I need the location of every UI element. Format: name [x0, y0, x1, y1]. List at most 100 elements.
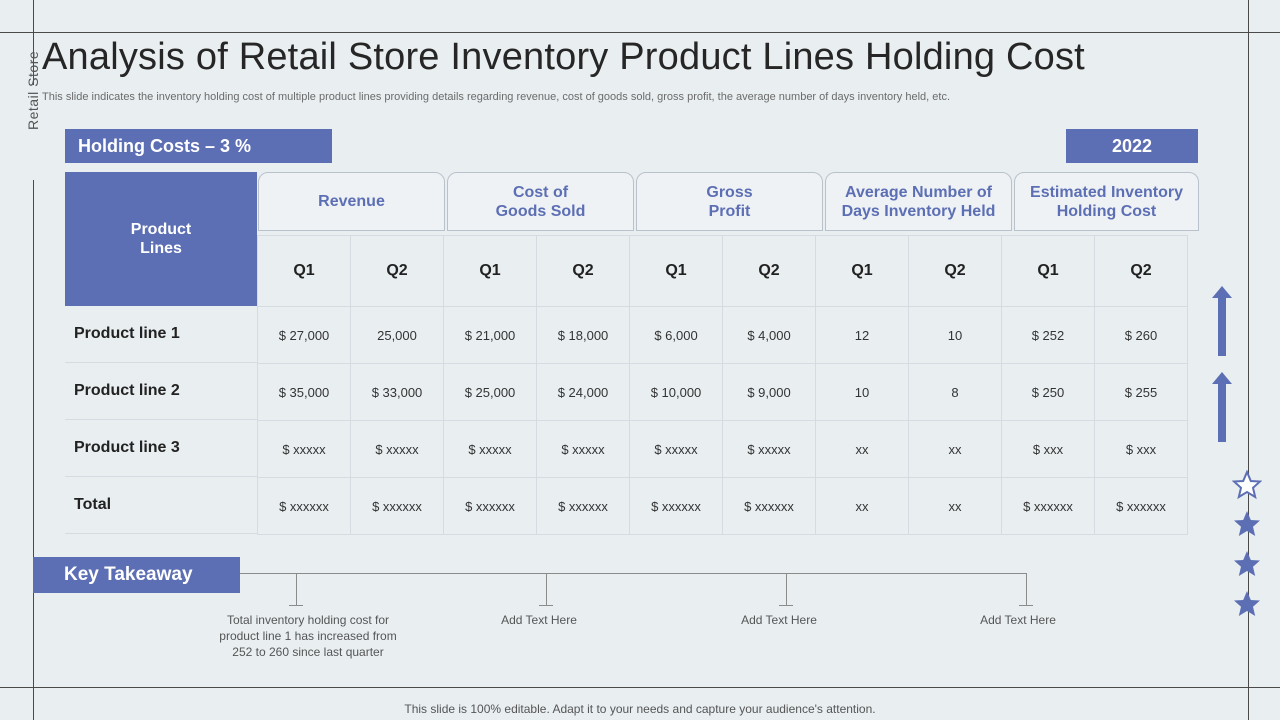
- row-label-total: Total: [65, 477, 257, 534]
- table-cell: $ 24,000: [536, 363, 630, 421]
- table-cell: $ xxxxxx: [257, 477, 351, 535]
- key-takeaway-banner: Key Takeaway: [33, 557, 240, 593]
- takeaway-tick: [786, 573, 787, 605]
- table-cell: 10: [908, 306, 1002, 364]
- year-banner: 2022: [1066, 129, 1198, 163]
- takeaway-note-1: Total inventory holding cost for product…: [219, 613, 397, 659]
- table-cell: $ xxxxxx: [1001, 477, 1095, 535]
- group-header-cogs: Cost of Goods Sold: [447, 172, 634, 231]
- row-label-product-line-3: Product line 3: [65, 420, 257, 477]
- table-cell: xx: [908, 477, 1002, 535]
- group-header-gross-profit: Gross Profit: [636, 172, 823, 231]
- up-arrow-icon: [1212, 372, 1232, 442]
- quarter-cell: Q1: [443, 235, 537, 307]
- side-label: Retail Store: [25, 50, 41, 130]
- takeaway-tick-foot: [289, 605, 303, 606]
- table-cell: 12: [815, 306, 909, 364]
- row-label-product-line-2: Product line 2: [65, 363, 257, 420]
- takeaway-tick-foot: [779, 605, 793, 606]
- product-lines-header: Product Lines: [65, 172, 257, 306]
- table-cell: $ 260: [1094, 306, 1188, 364]
- table-cell: $ xxx: [1001, 420, 1095, 478]
- takeaway-tick: [1026, 573, 1027, 605]
- table-cell: $ 255: [1094, 363, 1188, 421]
- table-cell: $ xxxxx: [536, 420, 630, 478]
- takeaway-tick: [546, 573, 547, 605]
- table-cell: $ xxxxx: [629, 420, 723, 478]
- group-header-revenue: Revenue: [258, 172, 445, 231]
- table-cell: $ 18,000: [536, 306, 630, 364]
- table-cell: $ 21,000: [443, 306, 537, 364]
- quarter-cell: Q2: [536, 235, 630, 307]
- row-label-text: Total: [74, 496, 112, 513]
- table-cell: $ 25,000: [443, 363, 537, 421]
- holding-costs-banner: Holding Costs – 3 %: [65, 129, 332, 163]
- table-cell: $ 4,000: [722, 306, 816, 364]
- table-cell: $ xxxxxx: [443, 477, 537, 535]
- footer-note: This slide is 100% editable. Adapt it to…: [404, 702, 876, 716]
- takeaway-note-4: Add Text Here: [980, 613, 1056, 627]
- table-row: $ 27,000 25,000 $ 21,000 $ 18,000 $ 6,00…: [257, 306, 1188, 364]
- table-cell: $ xxxxx: [443, 420, 537, 478]
- table-cell: $ 27,000: [257, 306, 351, 364]
- table-cell: $ xxxxx: [722, 420, 816, 478]
- frame-right-line: [1248, 0, 1249, 720]
- table-cell: $ 33,000: [350, 363, 444, 421]
- table-cell: 8: [908, 363, 1002, 421]
- takeaway-tick: [296, 573, 297, 605]
- table-cell: $ 6,000: [629, 306, 723, 364]
- table-cell: $ 10,000: [629, 363, 723, 421]
- takeaway-note-3: Add Text Here: [741, 613, 817, 627]
- table-cell: $ xxx: [1094, 420, 1188, 478]
- page-title: Analysis of Retail Store Inventory Produ…: [42, 36, 1085, 78]
- group-header-avg-days: Average Number of Days Inventory Held: [825, 172, 1012, 231]
- year-label: 2022: [1111, 135, 1153, 156]
- table-cell: xx: [815, 477, 909, 535]
- row-label-text: Product line 2: [74, 382, 180, 399]
- up-arrow-icon: [1212, 286, 1232, 356]
- star-icon: [1234, 551, 1260, 576]
- quarter-cell: Q2: [908, 235, 1002, 307]
- table-cell: $ 35,000: [257, 363, 351, 421]
- row-label-text: Product line 3: [74, 439, 180, 456]
- quarter-cell: Q2: [722, 235, 816, 307]
- table-cell: $ xxxxxx: [722, 477, 816, 535]
- quarter-cell: Q1: [815, 235, 909, 307]
- star-icon: [1234, 591, 1260, 616]
- table-cell: 10: [815, 363, 909, 421]
- table-cell: $ xxxxx: [350, 420, 444, 478]
- table-cell: 25,000: [350, 306, 444, 364]
- quarter-cell: Q2: [1094, 235, 1188, 307]
- star-icon: [1234, 511, 1260, 536]
- row-label-text: Product line 1: [74, 325, 180, 342]
- takeaway-note-2: Add Text Here: [501, 613, 577, 627]
- star-outline-icon: [1232, 470, 1262, 500]
- table-cell: xx: [815, 420, 909, 478]
- table-cell: $ xxxxxx: [1094, 477, 1188, 535]
- frame-top-line: [0, 32, 1280, 33]
- table-cell: $ xxxxxx: [536, 477, 630, 535]
- table-cell: $ 252: [1001, 306, 1095, 364]
- table-cell: $ xxxxx: [257, 420, 351, 478]
- holding-costs-label: Holding Costs – 3 %: [78, 135, 252, 156]
- quarter-cell: Q2: [350, 235, 444, 307]
- data-table: Q1 Q2 Q1 Q2 Q1 Q2 Q1 Q2 Q1 Q2 $ 27,000 2…: [257, 235, 1188, 535]
- table-row: $ xxxxx $ xxxxx $ xxxxx $ xxxxx $ xxxxx …: [257, 420, 1188, 478]
- takeaway-tick-foot: [539, 605, 553, 606]
- table-row: $ xxxxxx $ xxxxxx $ xxxxxx $ xxxxxx $ xx…: [257, 477, 1188, 535]
- page-subtitle: This slide indicates the inventory holdi…: [42, 91, 951, 103]
- quarter-cell: Q1: [629, 235, 723, 307]
- table-cell: $ 250: [1001, 363, 1095, 421]
- key-takeaway-label: Key Takeaway: [64, 564, 193, 585]
- table-cell: $ xxxxxx: [629, 477, 723, 535]
- table-cell: $ 9,000: [722, 363, 816, 421]
- quarter-cell: Q1: [257, 235, 351, 307]
- frame-bottom-line: [0, 687, 1280, 688]
- frame-left-line: [33, 0, 34, 85]
- takeaway-tick-foot: [1019, 605, 1033, 606]
- quarter-cell: Q1: [1001, 235, 1095, 307]
- row-label-product-line-1: Product line 1: [65, 306, 257, 363]
- table-cell: $ xxxxxx: [350, 477, 444, 535]
- table-row: $ 35,000 $ 33,000 $ 25,000 $ 24,000 $ 10…: [257, 363, 1188, 421]
- group-header-holding-cost: Estimated Inventory Holding Cost: [1014, 172, 1199, 231]
